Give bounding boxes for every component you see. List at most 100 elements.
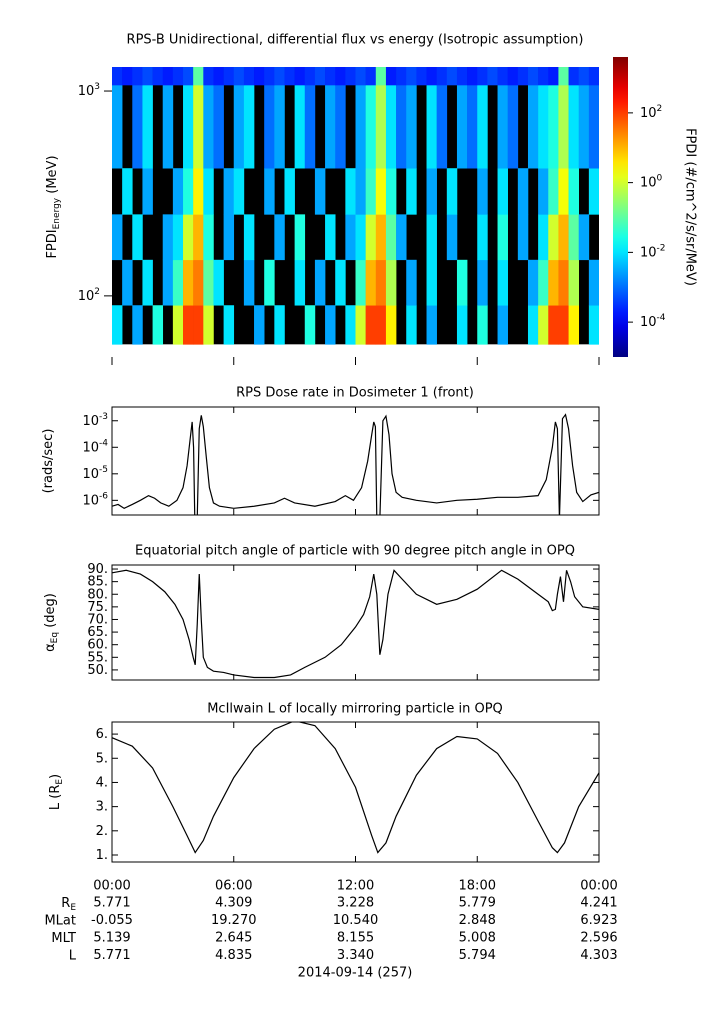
spectrogram-cell <box>396 214 407 261</box>
spectrogram-cell <box>274 305 285 345</box>
colorbar-tick-label: 10-4 <box>640 313 666 330</box>
y-tick-label: 1. <box>96 847 108 862</box>
spectrogram-cell <box>203 85 214 169</box>
spectrogram-cell <box>548 305 559 345</box>
spectrogram-cell <box>172 259 184 306</box>
spectrogram-cell <box>558 168 569 215</box>
spectrogram-cell <box>538 85 549 169</box>
y-axis-label-part: FPDI <box>45 229 60 258</box>
spectrogram-cell <box>254 305 265 345</box>
colorbar <box>613 57 628 357</box>
spectrogram-cell <box>264 85 275 169</box>
spectrogram-cell <box>477 168 488 215</box>
date-label: 2014-09-14 (257) <box>298 966 413 981</box>
spectrogram-cell <box>538 67 549 86</box>
spectrogram-cell <box>122 67 133 86</box>
spectrogram-cell <box>375 305 387 345</box>
spectrogram-cell <box>243 85 255 169</box>
y-tick-label-part: 90. <box>87 562 108 577</box>
spectrogram-cell <box>294 259 306 306</box>
spectrogram-cell <box>558 259 569 306</box>
spectrogram-cell <box>375 168 387 215</box>
y-axis-label-part: Eq <box>50 632 60 643</box>
colorbar-tick-label-part: 0 <box>657 173 663 183</box>
spectrogram-cell <box>497 305 508 345</box>
spectrogram-cell <box>477 214 488 261</box>
y-tick-label-part: 3 <box>94 82 100 92</box>
ephemeris-value: 5.771 <box>93 948 130 963</box>
spectrogram-cell <box>203 305 214 345</box>
spectrogram-cell <box>375 67 387 86</box>
plot-frame <box>111 721 600 863</box>
y-tick-label-part: -6 <box>99 491 108 501</box>
y-tick-label: 65. <box>87 625 108 640</box>
spectrogram-cell <box>538 214 549 261</box>
spectrogram-cell <box>162 85 174 169</box>
spectrogram-cell <box>385 85 397 169</box>
y-tick-label: 70. <box>87 612 108 627</box>
spectrogram-cell <box>314 168 326 215</box>
spectrogram-cell <box>385 305 397 345</box>
y-tick-label: 5. <box>96 751 108 766</box>
spectrogram-cell <box>487 67 498 86</box>
spectrogram-cell <box>456 305 468 345</box>
y-tick-label-part: 10 <box>78 288 95 303</box>
spectrogram-cell <box>446 168 458 215</box>
spectrogram-cell <box>426 168 437 215</box>
spectrogram-cell <box>183 168 194 215</box>
y-axis-label-part: E <box>55 779 65 785</box>
spectrogram-cell <box>558 214 569 261</box>
spectrogram-cell <box>193 305 204 345</box>
spectrogram-cell <box>172 67 184 86</box>
spectrogram-cell <box>284 168 295 215</box>
spectrogram-cell <box>558 85 569 169</box>
spectrogram-cell <box>132 85 143 169</box>
spectrogram-cell <box>385 214 397 261</box>
spectrogram-cell <box>294 85 306 169</box>
y-tick-label: 2. <box>96 823 108 838</box>
y-tick-label-part: 10 <box>78 84 95 99</box>
spectrogram-cell <box>558 67 569 86</box>
y-axis-label-part: α <box>43 643 58 652</box>
colorbar-tick-label-part: 10 <box>640 175 657 190</box>
spectrogram-cell <box>325 214 336 261</box>
y-tick-label: 10-6 <box>82 491 108 508</box>
ephemeris-value: 4.835 <box>215 948 252 963</box>
spectrogram-cell <box>142 85 153 169</box>
ephemeris-value: 4.241 <box>580 896 617 911</box>
spectrogram-cell <box>497 85 508 169</box>
y-tick-label-part: 70. <box>87 612 108 627</box>
spectrogram-cell <box>588 305 599 345</box>
ephemeris-value: 6.923 <box>580 913 617 928</box>
spectrogram-cell <box>538 259 549 306</box>
y-tick-label: 85. <box>87 574 108 589</box>
y-tick-label-part: 6. <box>96 727 108 742</box>
spectrogram-cell <box>223 168 235 215</box>
spectrogram-cell <box>355 305 366 345</box>
y-tick-label: 6. <box>96 727 108 742</box>
spectrogram-cell <box>345 168 356 215</box>
y-tick-label-part: 10 <box>82 466 99 481</box>
spectrogram-cell <box>477 67 488 86</box>
spectrogram-cell <box>132 67 143 86</box>
y-tick-label-part: -4 <box>99 438 108 448</box>
spectrogram-cell <box>588 85 599 169</box>
ephemeris-value: 19.270 <box>211 913 257 928</box>
spectrogram-cell <box>548 259 559 306</box>
y-tick-label-part: 55. <box>87 650 108 665</box>
colorbar-tick-label-part: 10 <box>640 245 657 260</box>
ephemeris-value: 5.008 <box>459 931 496 946</box>
spectrogram-cell <box>355 168 366 215</box>
ephemeris-value: 2.645 <box>215 931 252 946</box>
spectrogram-cell <box>203 67 214 86</box>
ephemeris-value: 4.303 <box>580 948 617 963</box>
y-axis-label: FPDIEnergy (MeV) <box>45 155 62 258</box>
spectrogram-cell <box>497 214 508 261</box>
spectrogram-cell <box>456 85 468 169</box>
spectrogram-cell <box>578 85 590 169</box>
y-tick-label: 10-5 <box>82 464 108 481</box>
spectrogram-cell <box>233 67 245 86</box>
ephemeris-row-label-part: MLT <box>51 931 76 946</box>
y-tick-label-part: 1. <box>96 847 108 862</box>
spectrogram-cell <box>406 259 417 306</box>
